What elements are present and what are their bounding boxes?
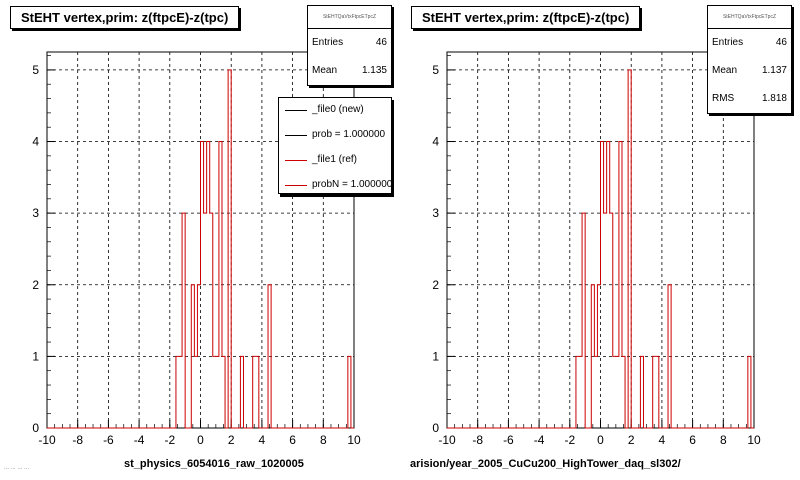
legend-entry: prob = 1.000000 [279, 123, 391, 148]
x-tick-label: -8 [472, 433, 483, 447]
stats-value: 1.135 [361, 65, 387, 76]
stats-row: Entries 46 [308, 29, 391, 57]
legend-swatch [285, 110, 307, 111]
x-tick-label: 8 [720, 433, 727, 447]
x-tick-label: -10 [38, 433, 56, 447]
legend-entry: _file1 (ref) [279, 148, 391, 173]
stats-row: RMS 1.818 [708, 85, 791, 113]
legend-swatch [285, 135, 307, 136]
legend-swatch [285, 185, 307, 186]
y-tick-label: 5 [432, 63, 439, 77]
stats-label: Mean [312, 65, 338, 76]
x-tick-label: 8 [320, 433, 327, 447]
x-tick-label: 6 [289, 433, 296, 447]
x-tick-label: -4 [134, 433, 145, 447]
x-tick-label: 6 [689, 433, 696, 447]
y-tick-label: 3 [432, 206, 439, 220]
legend-swatch [285, 160, 307, 161]
x-tick-label: 0 [597, 433, 604, 447]
x-tick-label: -2 [564, 433, 575, 447]
stats-value: 46 [775, 37, 787, 48]
x-tick-label: -10 [438, 433, 456, 447]
histogram-title: StEHT vertex,prim: z(ftpcE)-z(tpc) [411, 6, 641, 29]
y-tick-label: 1 [432, 349, 439, 363]
legend-label: probN = 1.000000 [312, 179, 392, 190]
stats-value: 46 [375, 37, 387, 48]
histogram-line [47, 69, 354, 429]
stats-box: StEHTQaVtxFtpcETpcZ Entries 46 Mean 1.13… [307, 5, 392, 86]
x-tick-label: 2 [628, 433, 635, 447]
file-label: st_physics_6054016_raw_1020005 [124, 458, 304, 470]
stats-row: Mean 1.135 [308, 57, 391, 85]
stats-label: Entries [312, 37, 344, 48]
stats-label: Mean [712, 65, 738, 76]
stats-name: StEHTQaVtxFtpcETpcZ [708, 6, 791, 29]
x-tick-label: 4 [659, 433, 666, 447]
x-tick-label: 2 [228, 433, 235, 447]
legend-box: _file0 (new) prob = 1.000000 _file1 (ref… [278, 97, 392, 194]
y-tick-label: 1 [32, 349, 39, 363]
x-tick-label: -2 [164, 433, 175, 447]
y-tick-label: 3 [32, 206, 39, 220]
y-tick-label: 4 [432, 135, 439, 149]
legend-label: prob = 1.000000 [312, 129, 386, 140]
y-tick-label: 2 [432, 278, 439, 292]
x-tick-label: -6 [503, 433, 514, 447]
stats-value: 1.818 [761, 93, 787, 104]
legend-label: _file1 (ref) [312, 154, 358, 165]
y-tick-label: 0 [32, 421, 39, 435]
stats-row: Mean 1.137 [708, 57, 791, 85]
legend-entry: _file0 (new) [279, 98, 391, 123]
legend-entry: probN = 1.000000 [279, 173, 392, 193]
y-tick-label: 0 [432, 421, 439, 435]
stats-label: Entries [712, 37, 744, 48]
timestamp-stamp: ... ... ... ... [4, 465, 30, 471]
x-tick-label: -4 [534, 433, 545, 447]
y-tick-label: 4 [32, 135, 39, 149]
x-tick-label: 0 [197, 433, 204, 447]
stats-value: 1.137 [761, 65, 787, 76]
stats-label: RMS [712, 93, 735, 104]
x-tick-label: 4 [259, 433, 266, 447]
y-tick-label: 2 [32, 278, 39, 292]
legend-label: _file0 (new) [312, 104, 364, 115]
stats-name: StEHTQaVtxFtpcETpcZ [308, 6, 391, 29]
x-tick-label: 10 [747, 433, 761, 447]
histogram-title: StEHT vertex,prim: z(ftpcE)-z(tpc) [10, 6, 240, 29]
stats-box: StEHTQaVtxFtpcETpcZ Entries 46 Mean 1.13… [707, 5, 792, 114]
y-tick-label: 5 [32, 63, 39, 77]
stats-row: Entries 46 [708, 29, 791, 57]
x-tick-label: 10 [347, 433, 361, 447]
file-label: arision/year_2005_CuCu200_HighTower_daq_… [410, 458, 681, 470]
x-tick-label: -6 [103, 433, 114, 447]
histogram-line [447, 69, 754, 429]
x-tick-label: -8 [72, 433, 83, 447]
